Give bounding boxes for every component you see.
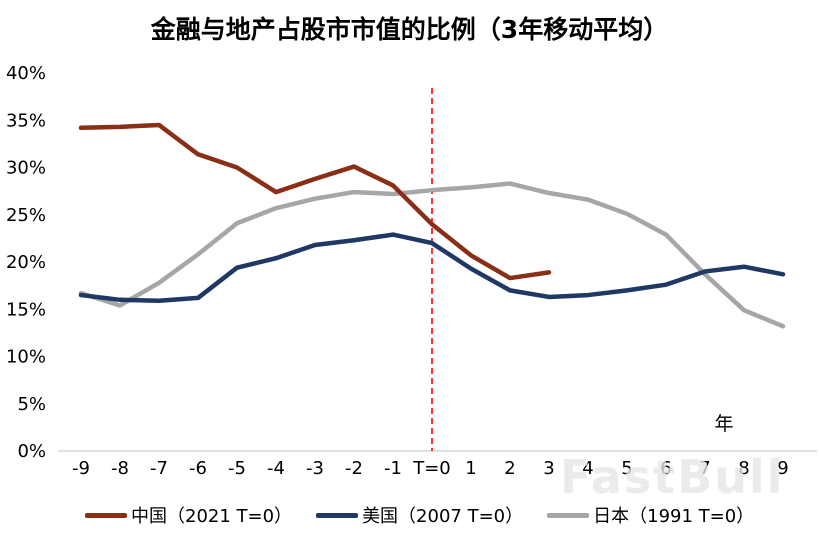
page-title: 金融与地产占股市市值的比例（3年移动平均） (150, 15, 669, 44)
legend: 中国（2021 T=0） 美国（2007 T=0） 日本（1991 T=0） (85, 502, 754, 528)
y-axis-tick-label: 25% (6, 205, 46, 226)
x-axis-tick-label: 1 (465, 458, 476, 479)
x-axis-tick-label: -4 (267, 458, 285, 479)
x-axis-tick-label: -8 (111, 458, 129, 479)
x-axis-tick-label: 6 (660, 458, 671, 479)
x-axis-tick-label: -7 (150, 458, 168, 479)
x-axis-tick-label: 5 (621, 458, 632, 479)
x-axis-tick-label: 2 (504, 458, 515, 479)
x-axis-tick-label: 3 (543, 458, 554, 479)
legend-item-us: 美国（2007 T=0） (316, 502, 523, 528)
y-axis-tick-label: 40% (6, 63, 46, 84)
series-line-japan (78, 181, 786, 329)
legend-item-japan: 日本（1991 T=0） (547, 502, 754, 528)
series-line-us (78, 232, 786, 303)
x-axis-unit-label: 年 (714, 413, 733, 435)
legend-label-us: 美国（2007 T=0） (362, 506, 524, 527)
y-axis-tick-label: 35% (6, 110, 46, 131)
x-axis-tick-label: -3 (306, 458, 324, 479)
y-axis-tick-label: 15% (6, 299, 46, 320)
y-axis-tick-label: 30% (6, 158, 46, 179)
x-axis-tick-label: 9 (777, 458, 788, 479)
series-line-china (78, 122, 552, 281)
legend-swatch-us (316, 512, 359, 518)
legend-item-china: 中国（2021 T=0） (85, 502, 292, 528)
x-axis-tick-label: 4 (582, 458, 593, 479)
legend-swatch-japan (547, 512, 590, 518)
x-axis-tick-label: -5 (228, 458, 246, 479)
x-axis-tick-label: -9 (72, 458, 90, 479)
x-axis-tick-label: -6 (189, 458, 207, 479)
legend-label-japan: 日本（1991 T=0） (593, 506, 755, 527)
y-axis-tick-label: 10% (6, 347, 46, 368)
x-axis-tick-label: -2 (345, 458, 363, 479)
y-axis-tick-label: 0% (17, 441, 46, 462)
x-axis-tick-label: -1 (384, 458, 402, 479)
y-axis-tick-label: 20% (6, 252, 46, 273)
x-axis-tick-label: 7 (699, 458, 710, 479)
y-axis-tick-label: 5% (17, 394, 46, 415)
legend-label-china: 中国（2021 T=0） (131, 506, 293, 527)
legend-swatch-china (85, 512, 127, 518)
x-axis-tick-label: T=0 (412, 458, 451, 479)
x-axis-tick-label: 8 (738, 458, 749, 479)
